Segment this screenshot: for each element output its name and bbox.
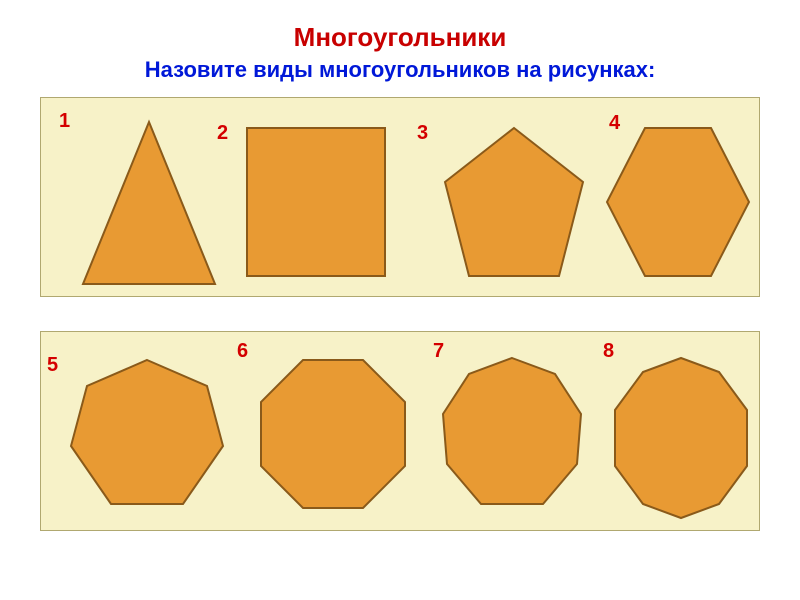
octagon-icon — [253, 354, 413, 514]
shape-number-label: 6 — [237, 340, 248, 363]
title-main: Многоугольники — [0, 22, 800, 53]
shape-number-label: 3 — [417, 122, 428, 145]
title-subtitle: Назовите виды многоугольников на рисунка… — [0, 57, 800, 83]
heptagon-icon — [67, 354, 227, 514]
shape-number-label: 5 — [47, 354, 58, 377]
title-block: Многоугольники Назовите виды многоугольн… — [0, 0, 800, 97]
hexagon-icon — [603, 122, 753, 282]
shapes-row-1: 1234 — [40, 97, 760, 297]
shapes-row-2: 5678 — [40, 331, 760, 531]
rows-container: 12345678 — [0, 97, 800, 531]
triangle-icon — [79, 118, 219, 288]
shape-number-label: 1 — [59, 110, 70, 133]
nonagon-icon — [437, 354, 587, 518]
square-icon — [241, 122, 391, 282]
pentagon-icon — [439, 122, 589, 282]
decagon-icon — [609, 354, 753, 522]
